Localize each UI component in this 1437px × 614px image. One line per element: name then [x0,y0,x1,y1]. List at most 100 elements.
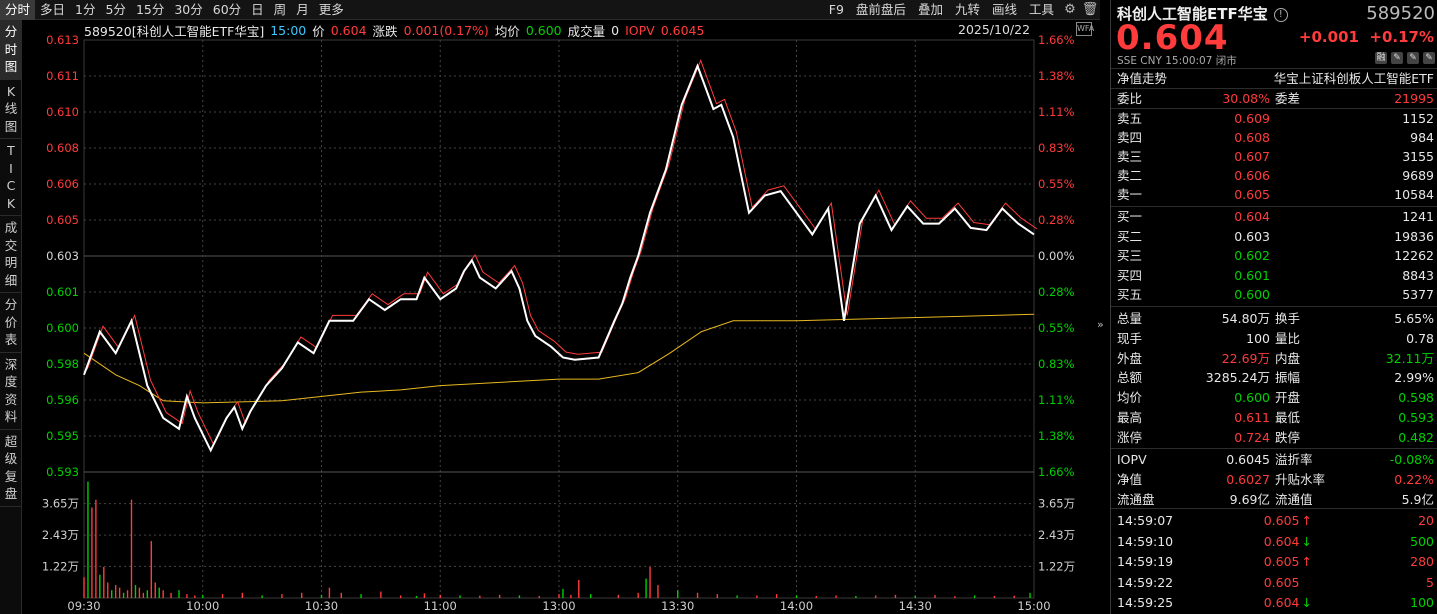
collapse-panel-icon[interactable]: » [1097,318,1104,331]
bid-row[interactable]: 买五 0.600 5377 [1111,285,1437,304]
ask-row[interactable]: 卖一 0.605 10584 [1111,185,1437,204]
margin-badge-2[interactable]: ✎ [1407,52,1419,64]
stat-value: 22.69万 [1221,350,1270,366]
level-price: 0.601 [1234,267,1270,283]
nav-trend-label[interactable]: 净值走势 [1117,71,1168,86]
tab-6[interactable]: 60分 [212,2,242,17]
ask-row[interactable]: 卖三 0.607 3155 [1111,147,1437,166]
pct-tick-label: 0.28% [1038,285,1075,299]
tab-8[interactable]: 周 [273,2,287,17]
stat-label: 流通盘 [1117,491,1155,507]
tab-0[interactable]: 分时 [0,0,36,20]
tick-row[interactable]: 14:59:25 0.604 ↓ 100 [1111,593,1437,612]
tab-4[interactable]: 15分 [135,2,165,17]
stat-label: 总量 [1117,311,1143,326]
stat-value: 3285.24万 [1205,370,1270,386]
tab-9[interactable]: 月 [296,2,309,17]
stat-value: 0.482 [1398,429,1434,445]
bid-row[interactable]: 买二 0.603 19836 [1111,227,1437,246]
tick-row[interactable]: 14:59:19 0.605 ↑ 280 [1111,552,1437,571]
stat-label: 涨停 [1117,429,1143,445]
stat-value: 0.611 [1234,410,1270,425]
bid-row[interactable]: 买一 0.604 1241 [1111,207,1437,226]
margin-badge-3[interactable]: ✎ [1423,52,1435,64]
tool-2[interactable]: 叠加 [917,2,943,17]
level-label: 卖五 [1117,111,1143,126]
stat-value: -0.08% [1389,452,1434,467]
wfa-icon[interactable]: WFA [1076,22,1094,36]
stat-label: 升贴水率 [1275,471,1326,487]
volume-value: 0 [611,22,620,38]
bid-row[interactable]: 买三 0.602 12262 [1111,246,1437,265]
tab-1[interactable]: 多日 [40,2,66,17]
nav-view-4[interactable]: 分价表 [0,293,22,353]
tab-3[interactable]: 5分 [105,2,126,17]
stat-row: 均价 0.600 开盘 0.598 [1111,388,1437,407]
tool-0[interactable]: F9 [828,2,844,17]
pct-tick-label: 0.00% [1038,249,1075,263]
y-tick-label: 0.606 [46,177,79,191]
nav-char: 成 [4,220,18,235]
ask-row[interactable]: 卖四 0.608 984 [1111,128,1437,147]
stat-value: 0.6027 [1226,471,1270,487]
tool-1[interactable]: 盘前盘后 [855,2,906,17]
arrow-up-icon: ↑ [1301,554,1312,569]
chart-tools: F9 盘前盘后 叠加 九转 画线 工具 ⚙ 🗑 [823,0,1100,20]
tab-10[interactable]: 更多 [318,2,344,17]
margin-badge-0[interactable]: 融 [1375,52,1387,64]
fund-code: 589520 [1366,3,1435,24]
tab-5[interactable]: 30分 [174,2,203,17]
nav-view-0[interactable]: 分时图 [0,20,22,80]
stat-row: 现手 100 量比 0.78 [1111,329,1437,348]
level-volume: 5377 [1402,287,1434,302]
stat-row: 总额 3285.24万 振幅 2.99% [1111,368,1437,387]
price-label: 价 [312,23,325,39]
level-price: 0.606 [1234,168,1270,183]
intraday-chart[interactable]: 0.613 1.66% 0.611 1.38% 0.610 1.11% 0.608 0.83%… [0,0,1100,614]
nav-char: 级 [4,451,18,466]
time-tick-label: 10:30 [305,599,338,613]
tick-row[interactable]: 14:59:22 0.605↑ 5 [1111,573,1437,592]
ask-row[interactable]: 卖二 0.606 9689 [1111,166,1437,185]
y-tick-label: 0.610 [46,105,79,119]
trash-icon[interactable]: 🗑 [1081,2,1099,17]
tick-volume: 280 [1410,554,1434,569]
price-change: +0.001 +0.17% [1299,28,1434,46]
ask-row[interactable]: 卖五 0.609 1152 [1111,109,1437,128]
tool-5[interactable]: 工具 [1028,2,1054,17]
right-quote-panel: 科创人工智能ETF华宝! 589520 0.604 +0.001 +0.17% … [1110,0,1437,614]
margin-badge-1[interactable]: ✎ [1391,52,1403,64]
level-price: 0.604 [1234,209,1270,224]
tool-4[interactable]: 画线 [991,2,1017,17]
stat-label: 最高 [1117,410,1143,425]
nav-char: K [6,195,16,211]
stat-row: 流通盘 9.69亿 流通值 5.9亿 [1111,490,1437,509]
tick-row[interactable]: 14:59:10 0.604 ↓ 500 [1111,532,1437,551]
nav-view-5[interactable]: 深度资料 [0,353,22,430]
stat-row: 总量 54.80万 换手 5.65% [1111,309,1437,328]
bid-row[interactable]: 买四 0.601 8843 [1111,266,1437,285]
tick-price: 0.605↑ [1263,554,1312,569]
nav-view-6[interactable]: 超级复盘 [0,430,22,507]
nav-view-3[interactable]: 成交明细 [0,216,22,293]
level-volume: 984 [1410,130,1434,145]
vol-tick-label-right: 1.22万 [1038,559,1075,573]
symbol-label: 589520[科创人工智能ETF华宝] [84,23,265,39]
tab-7[interactable]: 日 [251,2,264,17]
tool-3[interactable]: 九转 [954,2,980,17]
avg-value: 0.600 [525,22,562,38]
info-icon[interactable]: ! [1273,8,1288,22]
nav-char: I [9,160,13,176]
y-tick-label: 0.601 [46,285,79,299]
vol-tick-label-right: 2.43万 [1038,528,1075,542]
tick-row[interactable]: 14:59:07 0.605 ↑ 20 [1111,511,1437,530]
y-tick-label: 0.613 [46,33,79,47]
y-tick-label: 0.600 [46,321,79,335]
tab-2[interactable]: 1分 [75,2,96,17]
nav-char: K [6,83,16,99]
gear-icon[interactable]: ⚙ [1064,2,1076,17]
level-volume: 3155 [1402,149,1434,164]
nav-trend-row[interactable]: 净值走势 华宝上证科创板人工智能ETF [1111,69,1437,88]
